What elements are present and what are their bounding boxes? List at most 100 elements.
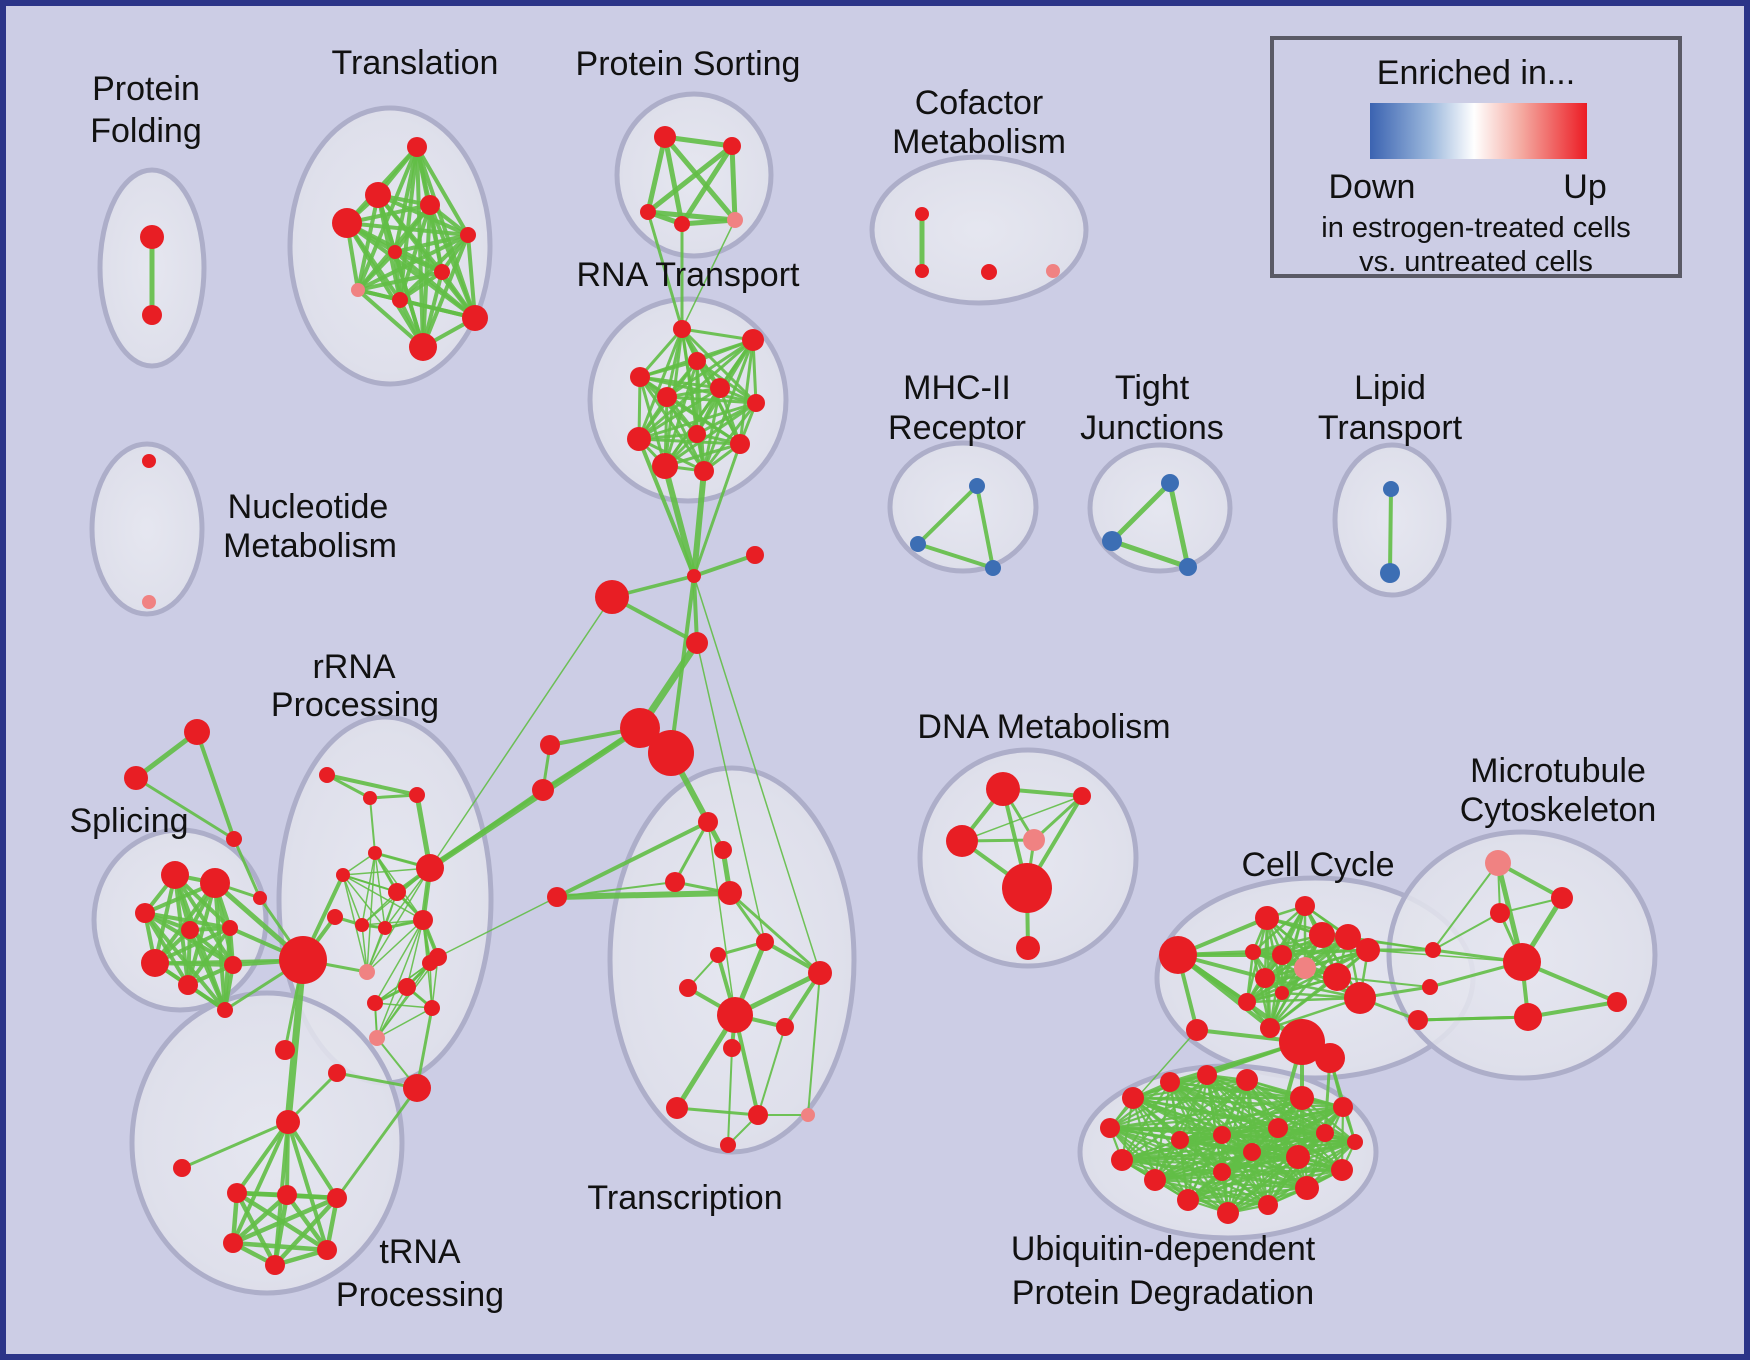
node-t11 bbox=[409, 333, 437, 361]
network-edge bbox=[1220, 1078, 1249, 1174]
node-c11 bbox=[1344, 982, 1376, 1014]
node-tx5 bbox=[710, 947, 726, 963]
network-edge bbox=[1432, 862, 1499, 951]
network-edge bbox=[663, 401, 758, 468]
network-edge bbox=[1245, 1078, 1254, 1154]
network-edge bbox=[1109, 480, 1173, 544]
node-tx10 bbox=[723, 1039, 741, 1057]
network-edge bbox=[231, 1120, 290, 1245]
network-edge bbox=[213, 881, 227, 1012]
node-m6 bbox=[1607, 992, 1627, 1012]
network-edge bbox=[637, 401, 758, 441]
node-r4 bbox=[630, 367, 650, 387]
network-edge bbox=[356, 233, 470, 292]
network-edge bbox=[393, 233, 470, 254]
node-c12 bbox=[1255, 968, 1275, 988]
node-t2 bbox=[365, 182, 391, 208]
node-c16 bbox=[1260, 1018, 1280, 1038]
network-edge bbox=[195, 730, 236, 841]
node-u12 bbox=[1144, 1169, 1166, 1191]
node-a10 bbox=[378, 921, 392, 935]
node-u22 bbox=[1213, 1163, 1231, 1181]
node-a16 bbox=[398, 978, 416, 996]
cluster-label: Cell Cycle bbox=[1241, 846, 1394, 884]
network-edge bbox=[665, 395, 758, 405]
node-tr0 bbox=[276, 1110, 300, 1134]
node-a8 bbox=[327, 909, 343, 925]
network-layers: Protein Folding Translation Protein Sorting… bbox=[69, 44, 1658, 1314]
node-s3 bbox=[135, 903, 155, 923]
network-edge bbox=[1108, 1126, 1224, 1137]
network-edge bbox=[230, 1240, 330, 1253]
network-edge bbox=[673, 820, 710, 884]
network-edge bbox=[675, 1106, 760, 1117]
network-edge bbox=[679, 143, 735, 227]
network-edge bbox=[374, 852, 386, 929]
node-a14 bbox=[422, 955, 438, 971]
legend-title: Enriched in... bbox=[1377, 54, 1575, 92]
node-mh1 bbox=[969, 478, 985, 494]
node-k3 bbox=[1408, 1010, 1428, 1030]
node-lp1 bbox=[1383, 481, 1399, 497]
network-edge bbox=[738, 338, 755, 446]
network-edge bbox=[707, 821, 736, 1016]
network-edge bbox=[1153, 1170, 1224, 1182]
node-m4 bbox=[1503, 943, 1541, 981]
mhc-ii-receptor-ellipse bbox=[887, 440, 1039, 574]
network-edge bbox=[1178, 1138, 1230, 1215]
network-edge bbox=[393, 250, 425, 349]
node-u21 bbox=[1243, 1143, 1261, 1161]
cluster-label: RNA Transport bbox=[577, 256, 801, 294]
network-edge bbox=[235, 1120, 290, 1195]
node-c6 bbox=[1356, 938, 1380, 962]
network-edge bbox=[335, 1086, 419, 1200]
network-edge bbox=[1245, 996, 1362, 1004]
node-t5 bbox=[460, 227, 476, 243]
network-edge bbox=[1245, 1078, 1344, 1172]
node-a11 bbox=[413, 910, 433, 930]
node-s1 bbox=[161, 861, 189, 889]
network-edge bbox=[415, 145, 470, 237]
node-t8 bbox=[351, 283, 365, 297]
cluster-label: Transcription bbox=[587, 1179, 782, 1217]
network-edge bbox=[356, 145, 419, 292]
cluster-label: Protein Sorting bbox=[576, 45, 801, 83]
color-legend: Enriched in... Down Up in estrogen-treat… bbox=[1270, 36, 1682, 278]
node-t9 bbox=[392, 292, 408, 308]
network-edge bbox=[1120, 1080, 1172, 1162]
node-mh3 bbox=[985, 560, 1001, 576]
network-edge bbox=[975, 484, 995, 570]
network-edge bbox=[234, 1190, 278, 1268]
network-edge bbox=[1220, 1133, 1344, 1172]
node-d6 bbox=[1016, 936, 1040, 960]
network-edge bbox=[376, 919, 424, 1039]
node-n1 bbox=[142, 454, 156, 468]
node-c2 bbox=[1255, 906, 1279, 930]
node-c3 bbox=[1295, 896, 1315, 916]
network-edge bbox=[916, 484, 979, 546]
network-edge bbox=[1205, 1073, 1224, 1174]
node-r3 bbox=[688, 352, 706, 370]
node-pf1 bbox=[140, 225, 164, 249]
network-edge bbox=[356, 288, 425, 349]
node-r11 bbox=[652, 453, 678, 479]
node-u11 bbox=[1177, 1189, 1199, 1211]
network-edge bbox=[325, 773, 419, 797]
network-edge bbox=[1388, 487, 1393, 575]
network-edge bbox=[286, 1120, 339, 1200]
network-edge bbox=[1108, 1073, 1209, 1130]
node-r2 bbox=[742, 329, 764, 351]
cluster-label: Junctions bbox=[1080, 409, 1224, 447]
node-tx9 bbox=[776, 1018, 794, 1036]
node-g bbox=[279, 936, 327, 984]
node-th4 bbox=[223, 1233, 243, 1253]
node-tx0 bbox=[665, 872, 685, 892]
network-edge bbox=[637, 437, 696, 578]
network-edge bbox=[637, 437, 742, 446]
network-edge bbox=[1120, 1150, 1254, 1162]
network-edge bbox=[1266, 1140, 1357, 1207]
node-a6 bbox=[416, 854, 444, 882]
network-nodes bbox=[124, 126, 1627, 1275]
network-edge bbox=[961, 795, 1083, 842]
